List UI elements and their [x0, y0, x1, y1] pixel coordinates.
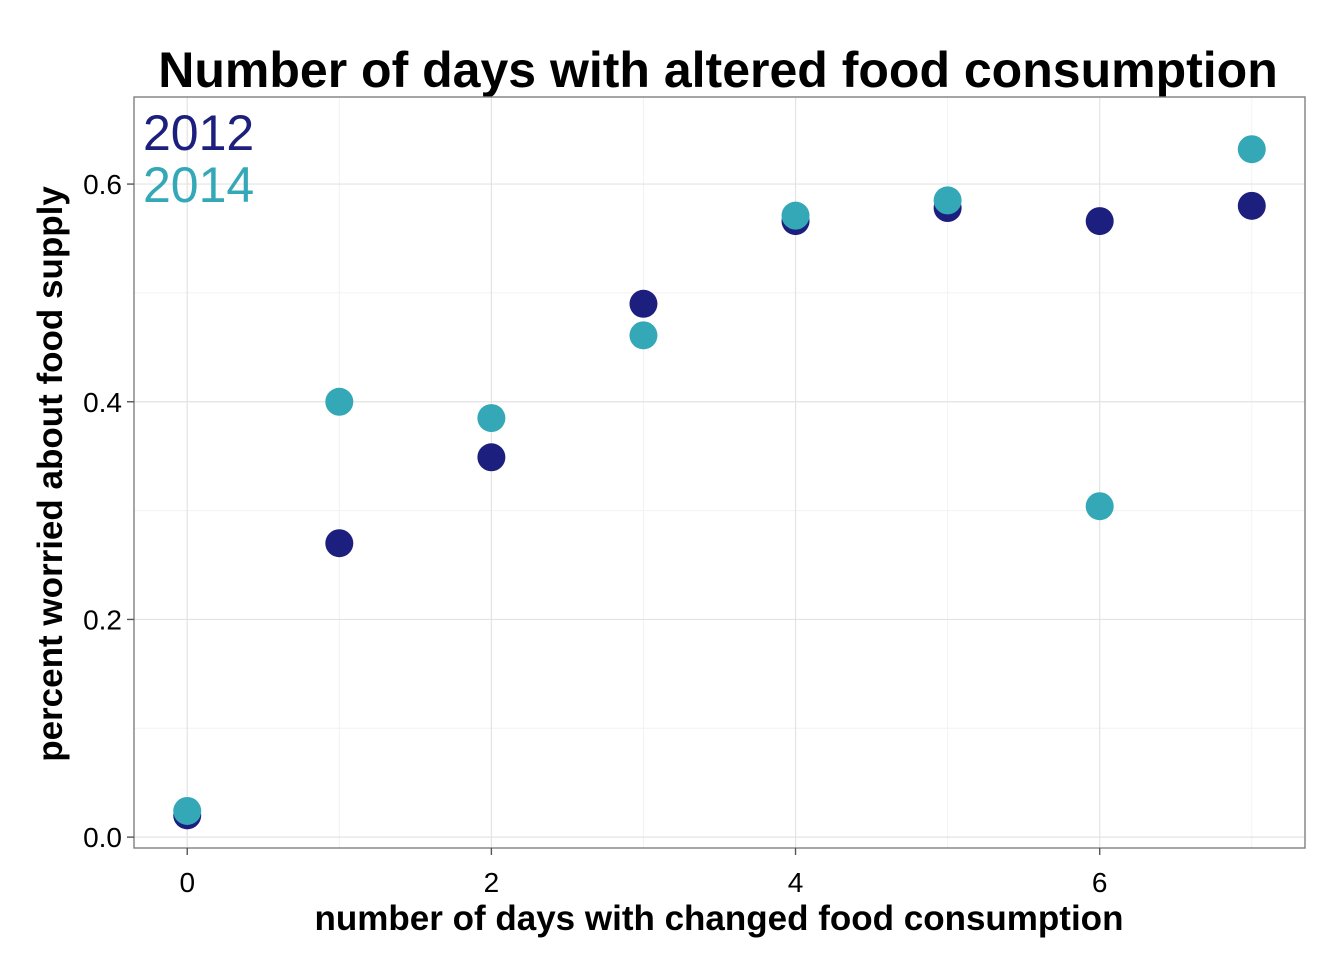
point-2014-x1 — [325, 387, 354, 416]
x-tick-label: 6 — [1092, 867, 1108, 898]
y-tick-label: 0.4 — [83, 387, 122, 418]
x-axis-title: number of days with changed food consump… — [315, 899, 1124, 938]
axis-ticks: 0 2 4 6 0.0 0.2 0.4 0.6 — [83, 169, 1107, 898]
point-2012-x3 — [629, 289, 658, 318]
plot-border — [133, 96, 1306, 849]
point-2014-x7 — [1237, 135, 1266, 164]
point-2012-x2 — [477, 443, 506, 472]
point-2012-x6 — [1085, 207, 1114, 236]
point-2014-x2 — [477, 404, 506, 433]
point-2012-x7 — [1237, 191, 1266, 220]
y-tick-label: 0.0 — [83, 822, 122, 853]
legend-entry-2014: 2014 — [143, 157, 254, 213]
point-2014-x3 — [629, 321, 658, 350]
point-2014-x4 — [781, 201, 810, 230]
point-2014-x6 — [1085, 492, 1114, 521]
x-tick-label: 2 — [484, 867, 500, 898]
legend-entry-2012: 2012 — [143, 105, 254, 161]
y-tick-label: 0.2 — [83, 604, 122, 635]
grid-lines — [134, 97, 1305, 848]
point-2014-x5 — [933, 186, 962, 215]
x-tick-label: 0 — [179, 867, 195, 898]
y-tick-label: 0.6 — [83, 169, 122, 200]
point-2012-x1 — [325, 529, 354, 558]
y-axis-title: percent worried about food supply — [31, 186, 70, 762]
x-tick-label: 4 — [788, 867, 804, 898]
data-points — [173, 135, 1266, 830]
point-2014-x0 — [173, 796, 202, 825]
chart-title: Number of days with altered food consump… — [158, 42, 1278, 98]
